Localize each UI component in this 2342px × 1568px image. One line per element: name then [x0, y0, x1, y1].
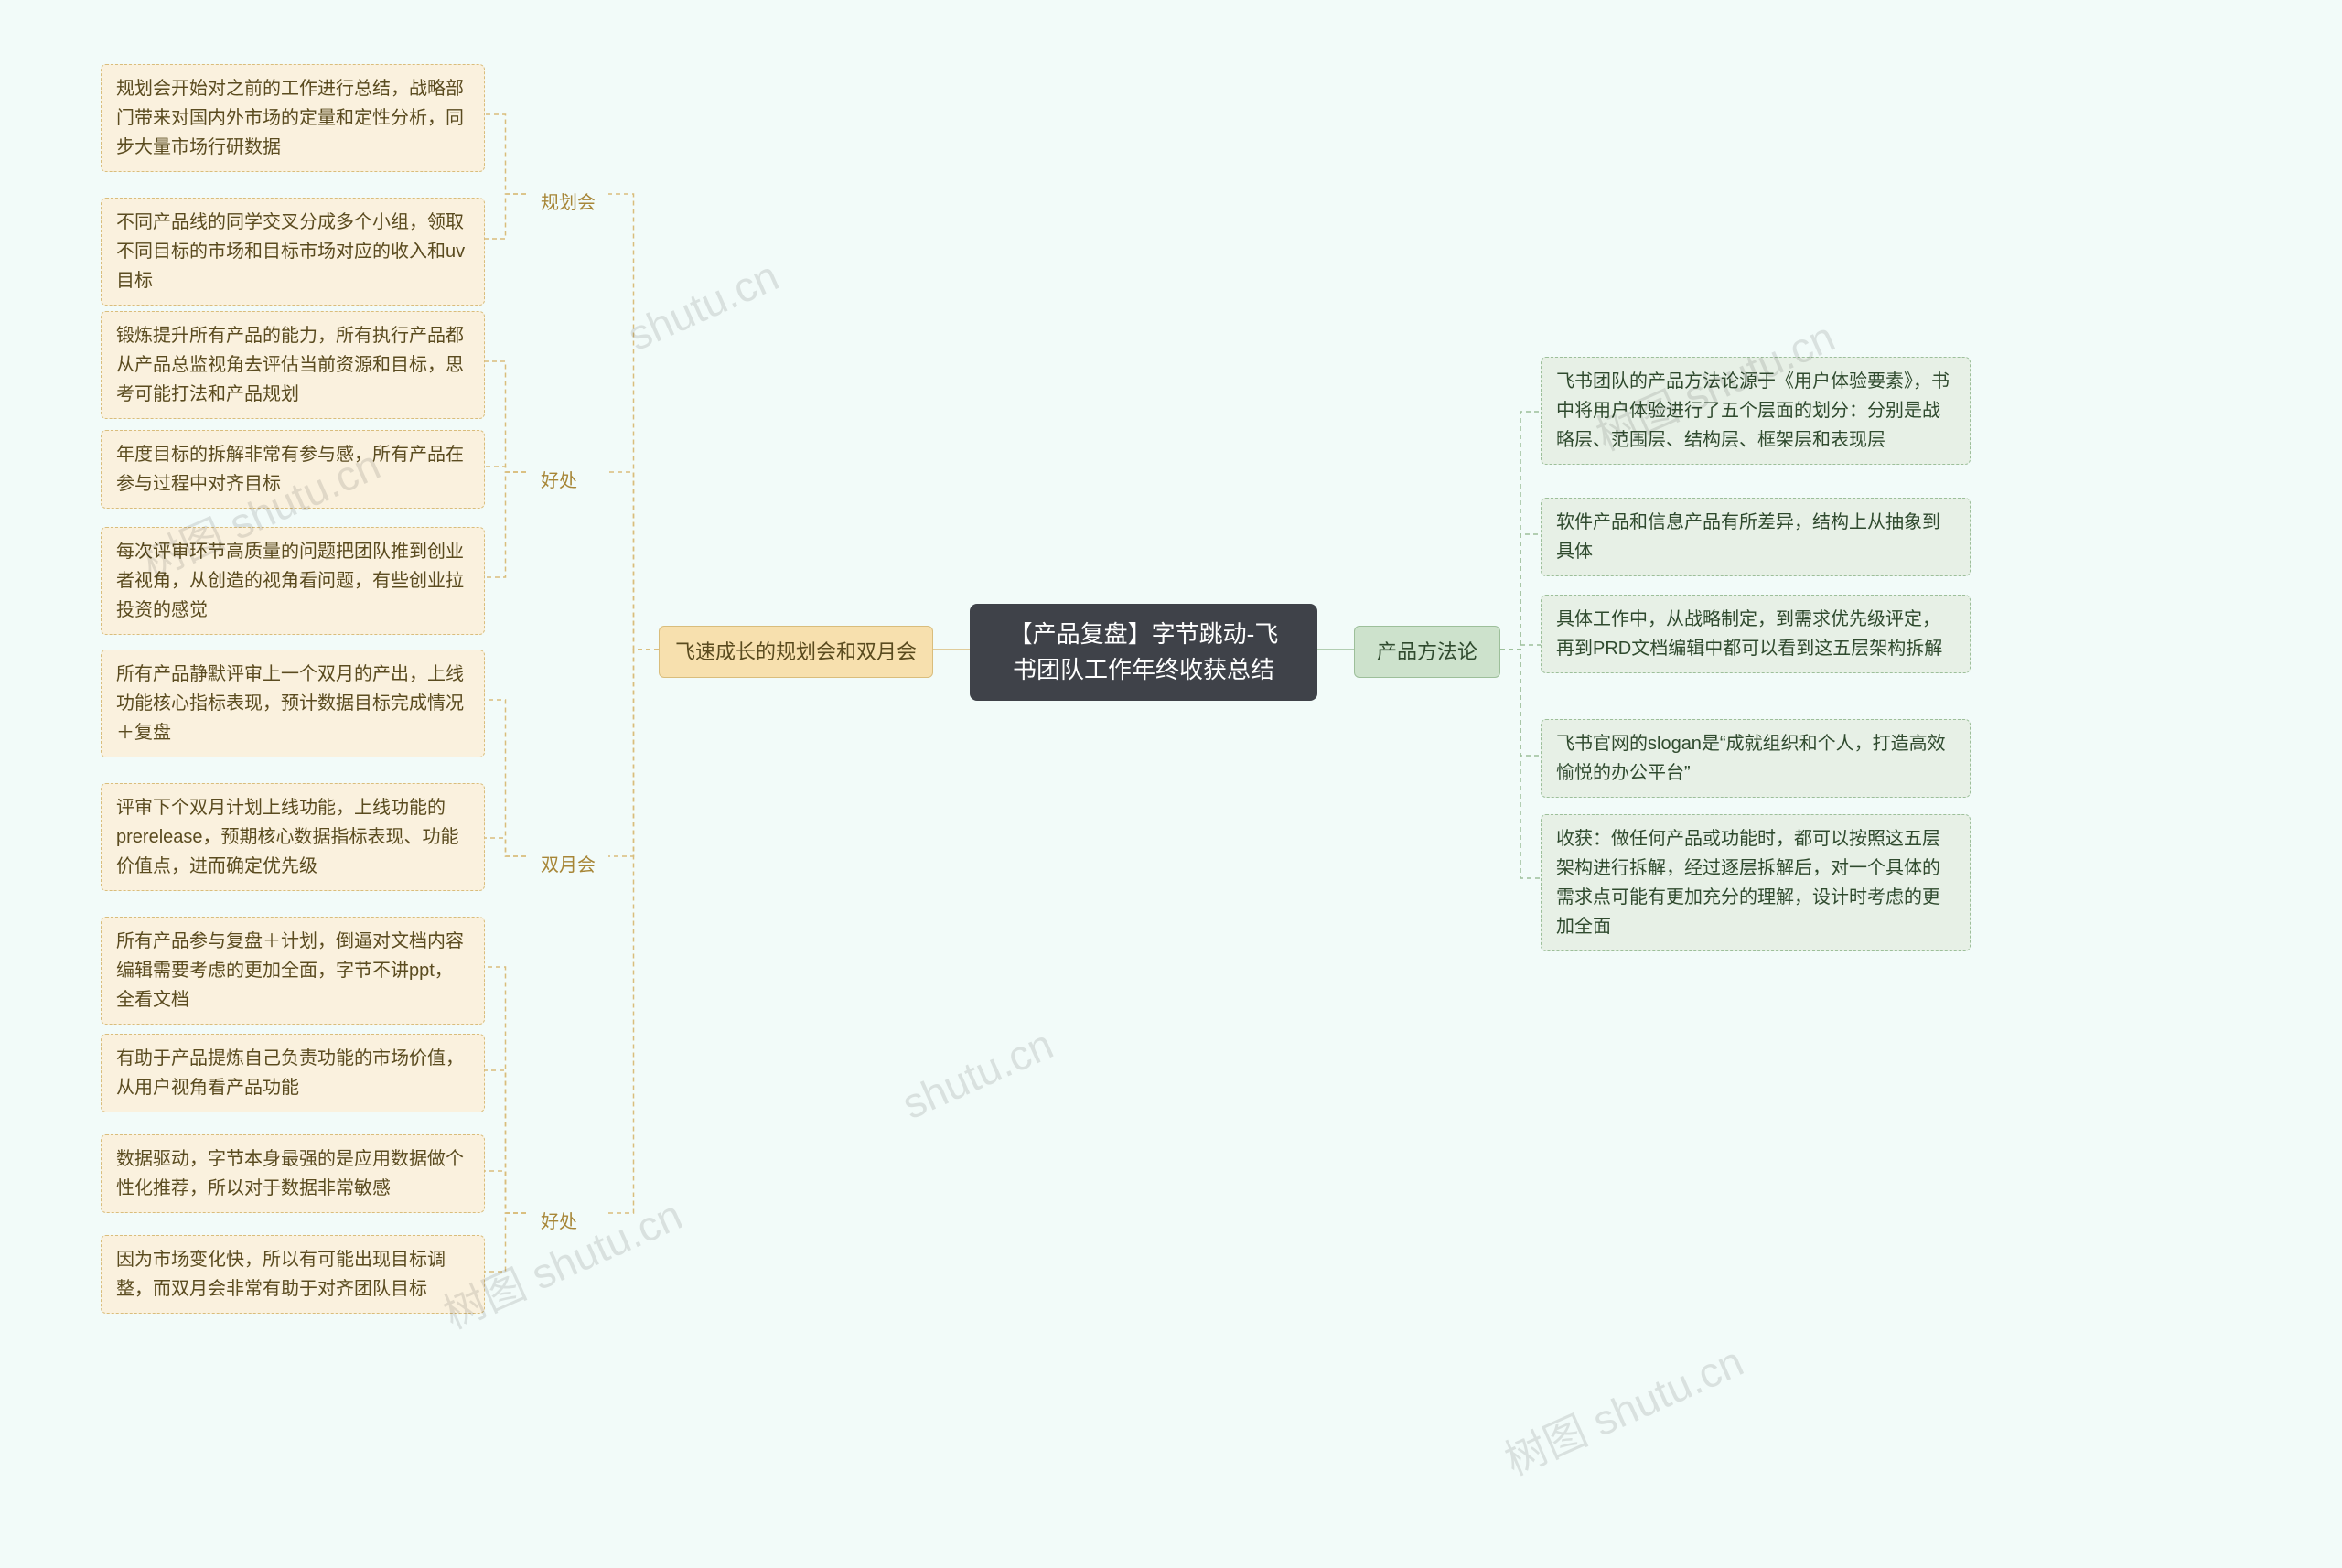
branch-right: 产品方法论 [1354, 626, 1500, 678]
sub-benefits-1: 好处 [526, 457, 592, 505]
leaf-left-2: 锻炼提升所有产品的能力，所有执行产品都从产品总监视角去评估当前资源和目标，思考可… [101, 311, 485, 419]
leaf-left-1: 不同产品线的同学交叉分成多个小组，领取不同目标的市场和目标市场对应的收入和uv目… [101, 198, 485, 306]
sub-planning-meeting: 规划会 [526, 179, 610, 227]
leaf-left-8: 有助于产品提炼自己负责功能的市场价值，从用户视角看产品功能 [101, 1034, 485, 1112]
leaf-left-5: 所有产品静默评审上一个双月的产出，上线功能核心指标表现，预计数据目标完成情况＋复… [101, 650, 485, 757]
sub-bimonthly-meeting: 双月会 [526, 842, 610, 889]
leaf-left-10: 因为市场变化快，所以有可能出现目标调整，而双月会非常有助于对齐团队目标 [101, 1235, 485, 1314]
leaf-left-3: 年度目标的拆解非常有参与感，所有产品在参与过程中对齐目标 [101, 430, 485, 509]
leaf-left-9: 数据驱动，字节本身最强的是应用数据做个性化推荐，所以对于数据非常敏感 [101, 1134, 485, 1213]
leaf-left-0: 规划会开始对之前的工作进行总结，战略部门带来对国内外市场的定量和定性分析，同步大… [101, 64, 485, 172]
leaf-left-7: 所有产品参与复盘＋计划，倒逼对文档内容编辑需要考虑的更加全面，字节不讲ppt，全… [101, 917, 485, 1025]
watermark: shutu.cn [895, 1019, 1060, 1129]
leaf-left-6: 评审下个双月计划上线功能，上线功能的prerelease，预期核心数据指标表现、… [101, 783, 485, 891]
leaf-left-4: 每次评审环节高质量的问题把团队推到创业者视角，从创造的视角看问题，有些创业拉投资… [101, 527, 485, 635]
watermark: 树图 shutu.cn [1494, 1328, 1751, 1487]
root-line2: 书团队工作年终收获总结 [1013, 656, 1274, 683]
leaf-right-3: 飞书官网的slogan是“成就组织和个人，打造高效愉悦的办公平台” [1541, 719, 1971, 798]
leaf-right-2: 具体工作中，从战略制定，到需求优先级评定，再到PRD文档编辑中都可以看到这五层架… [1541, 595, 1971, 673]
leaf-right-0: 飞书团队的产品方法论源于《用户体验要素》，书中将用户体验进行了五个层面的划分：分… [1541, 357, 1971, 465]
mindmap-root: 【产品复盘】字节跳动-飞 书团队工作年终收获总结 [970, 604, 1317, 701]
branch-left: 飞速成长的规划会和双月会 [659, 626, 933, 678]
watermark: shutu.cn [620, 251, 786, 360]
sub-benefits-2: 好处 [526, 1198, 592, 1246]
leaf-right-4: 收获：做任何产品或功能时，都可以按照这五层架构进行拆解，经过逐层拆解后，对一个具… [1541, 814, 1971, 951]
root-line1: 【产品复盘】字节跳动-飞 [1009, 620, 1279, 648]
leaf-right-1: 软件产品和信息产品有所差异，结构上从抽象到具体 [1541, 498, 1971, 576]
